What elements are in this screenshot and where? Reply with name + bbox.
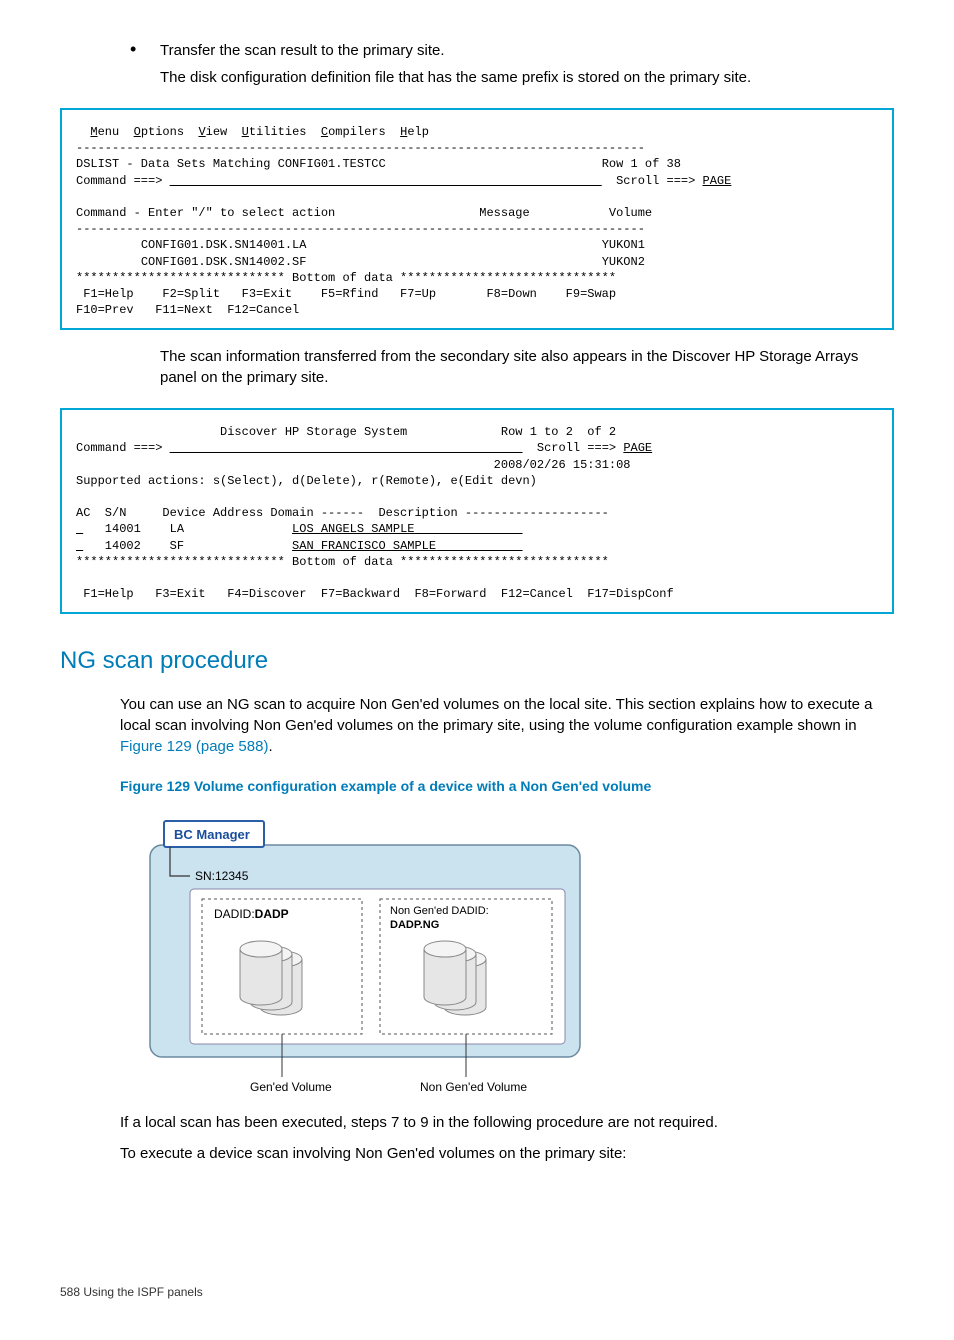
gen-volume-cylinders [240,941,302,1015]
description-field[interactable]: LOS ANGELS SAMPLE [292,522,522,536]
mid-paragraph: The scan information transferred from th… [160,346,894,388]
table-header: AC S/N Device Address Domain ------ Desc… [76,506,609,520]
bullet-dot: • [130,40,160,61]
description-value: LOS ANGELS SAMPLE [292,522,414,536]
panel-title: DSLIST - Data Sets Matching CONFIG01.TES… [76,157,386,171]
menu-item[interactable]: V [198,125,205,139]
figure-link[interactable]: Figure 129 (page 588) [120,738,268,755]
menu-item-rest[interactable]: tilities [249,125,307,139]
nongen-volume-caption: Non Gen'ed Volume [420,1080,527,1094]
dataset-name[interactable]: CONFIG01.DSK.SN14001.LA [141,238,307,252]
terminal-discover: Discover HP Storage System Row 1 to 2 of… [60,408,894,614]
row-info: Row 1 of 38 [602,157,681,171]
divider: ----------------------------------------… [76,222,645,236]
bottom-marker: ***************************** Bottom of … [76,271,616,285]
dataset-name[interactable]: CONFIG01.DSK.SN14002.SF [141,255,307,269]
timestamp: 2008/02/26 15:31:08 [494,458,631,472]
fkey-row[interactable]: F1=Help F3=Exit F4=Discover F7=Backward … [76,587,674,601]
gen-volume-caption: Gen'ed Volume [250,1080,332,1094]
scroll-value[interactable]: PAGE [703,174,732,188]
menu-item-rest[interactable]: iew [206,125,228,139]
ng-para-text-a: You can use an NG scan to acquire Non Ge… [120,696,872,734]
section-heading: NG scan procedure [60,644,894,678]
nongen-label: Non Gen'ed DADID: [390,905,489,917]
col-message: Message [479,206,529,220]
dadid-text: DADID:DADP [214,907,289,921]
volume-name: YUKON2 [602,255,645,269]
description-field[interactable]: SAN FRANCISCO SAMPLE [292,539,522,553]
figure-diagram: BC Manager SN:12345 DADID:DADP Non Gen'e… [120,811,894,1096]
command-prompt: Command ===> [76,174,162,188]
divider: ----------------------------------------… [76,141,645,155]
bullet-text: Transfer the scan result to the primary … [160,40,894,61]
volume-name: YUKON1 [602,238,645,252]
command-prompt: Command ===> [76,441,162,455]
table-row-pre: 14001 LA [83,522,292,536]
menu-item[interactable]: M [90,125,97,139]
terminal-dslist: Menu Options View Utilities Compilers He… [60,108,894,330]
menu-item[interactable]: C [321,125,328,139]
bc-manager-label: BC Manager [174,827,250,842]
figure-caption: Figure 129 Volume configuration example … [120,777,894,797]
bottom-marker: ***************************** Bottom of … [76,555,609,569]
fkey-row[interactable]: F1=Help F2=Split F3=Exit F5=Rfind F7=Up … [76,287,616,301]
menu-item[interactable]: U [242,125,249,139]
scroll-label: Scroll ===> [537,441,616,455]
sn-label: SN:12345 [195,869,249,883]
action-hint: Command - Enter "/" to select action [76,206,335,220]
menu-item-rest[interactable]: ompilers [328,125,386,139]
supported-actions: Supported actions: s(Select), d(Delete),… [76,474,537,488]
command-input[interactable] [170,441,523,455]
menu-item[interactable]: O [134,125,141,139]
nongen-volume-cylinders [424,941,486,1015]
bullet-sub-text: The disk configuration definition file t… [160,67,894,88]
menu-item-rest[interactable]: enu [98,125,120,139]
menu-item-rest[interactable]: elp [407,125,429,139]
row-info: Row 1 to 2 of 2 [501,425,616,439]
bullet-item: • Transfer the scan result to the primar… [130,40,894,61]
menu-item-rest[interactable]: ptions [141,125,184,139]
after-para-1: If a local scan has been executed, steps… [120,1112,894,1133]
nongen-value: DADP.NG [390,919,439,931]
panel-title: Discover HP Storage System [220,425,407,439]
description-value: SAN FRANCISCO SAMPLE [292,539,436,553]
scroll-label: Scroll ===> [616,174,695,188]
table-row-pre: 14002 SF [83,539,292,553]
command-input[interactable] [170,174,602,188]
ng-paragraph: You can use an NG scan to acquire Non Ge… [120,694,894,757]
page-footer: 588 Using the ISPF panels [60,1284,894,1301]
ng-para-text-b: . [268,738,272,755]
col-volume: Volume [609,206,652,220]
after-para-2: To execute a device scan involving Non G… [120,1143,894,1164]
fkey-row[interactable]: F10=Prev F11=Next F12=Cancel [76,303,299,317]
scroll-value[interactable]: PAGE [623,441,652,455]
